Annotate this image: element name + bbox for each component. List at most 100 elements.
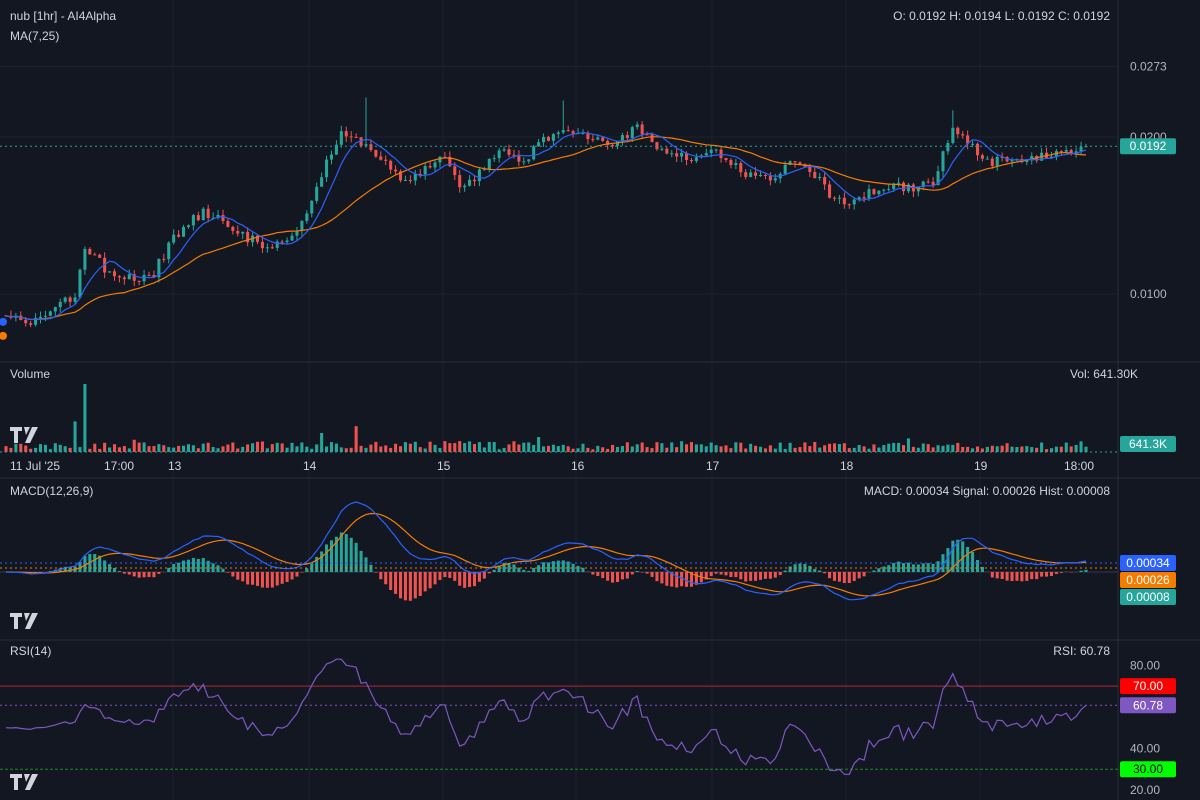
macd-hist-bar — [68, 566, 72, 572]
candle-body — [93, 254, 97, 256]
candle-body — [265, 247, 269, 249]
candle-body — [147, 274, 151, 276]
macd-hist-bar — [1054, 572, 1058, 574]
volume-bar — [275, 442, 279, 452]
candle-body — [793, 161, 797, 163]
volume-bar — [418, 447, 422, 452]
volume-bar — [448, 443, 452, 452]
volume-bar — [280, 443, 284, 452]
macd-hist-bar — [463, 572, 467, 588]
macd-hist-bar — [507, 563, 511, 572]
candle-body — [1025, 160, 1029, 162]
candle-body — [635, 124, 639, 128]
candle-body — [453, 166, 457, 176]
macd-hist-bar — [758, 572, 763, 580]
candle-body — [689, 160, 694, 162]
macd-hist-bar — [956, 539, 960, 572]
candle-body — [980, 155, 984, 159]
macd-hist-bar — [971, 551, 975, 572]
volume-bar — [591, 449, 595, 452]
hist-badge: 0.00008 — [1126, 590, 1170, 604]
candle-body — [512, 154, 516, 156]
volume-bar — [93, 443, 97, 452]
macd-signal-line — [6, 512, 1087, 597]
volume-bar — [157, 444, 161, 452]
volume-bar — [492, 442, 496, 452]
hist-badge-bg — [1120, 589, 1176, 605]
candle-body — [310, 200, 314, 214]
volume-bar — [497, 449, 501, 452]
macd-hist-bar — [137, 572, 141, 578]
candle-body — [413, 173, 417, 181]
macd-hist-bar — [842, 572, 846, 584]
volume-bar — [887, 443, 891, 452]
macd-hist-bar — [551, 561, 555, 572]
macd-hist-bar — [334, 536, 338, 572]
candle-body — [364, 144, 368, 146]
macd-hist-bar — [48, 570, 52, 572]
candle-body — [497, 150, 501, 159]
macd-hist-bar — [650, 572, 654, 577]
volume-bar — [477, 442, 481, 452]
volume-bar — [53, 443, 57, 452]
volume-bar — [413, 441, 417, 452]
volume-bar — [152, 446, 156, 452]
volume-bar — [694, 444, 698, 452]
candle-body — [758, 175, 763, 177]
candle-body — [788, 161, 792, 165]
volume-bar — [58, 444, 62, 452]
volume-bar — [423, 448, 427, 452]
candle-body — [828, 184, 832, 198]
macd-hist-bar — [916, 564, 920, 572]
candle-body — [1049, 156, 1054, 159]
volume-bar — [339, 447, 343, 452]
candle-body — [1010, 159, 1014, 162]
volume-bar — [9, 447, 13, 452]
volume-bar — [374, 441, 378, 452]
volume-bar — [1035, 447, 1039, 452]
macd-hist-bar — [315, 556, 319, 572]
candle-body — [349, 136, 353, 138]
volume-bar — [1054, 446, 1058, 452]
candle-body — [315, 186, 319, 201]
macd-hist-bar — [482, 572, 486, 579]
candle-body — [798, 162, 802, 165]
volume-bar — [892, 442, 896, 452]
candle-body — [182, 226, 186, 237]
volume-bar — [921, 443, 925, 452]
macd-hist-bar — [177, 562, 181, 572]
macd-hist-bar — [615, 572, 620, 583]
macd-hist-bar — [828, 572, 832, 579]
macd-hist-bar — [117, 571, 121, 572]
macd-hist-bar — [1020, 572, 1024, 582]
macd-hist-bar — [773, 572, 777, 578]
price-badge-bg — [1120, 138, 1176, 155]
volume-bar — [847, 448, 851, 452]
volume-bar — [685, 444, 689, 452]
candle-body — [916, 186, 920, 192]
volume-bar — [285, 447, 289, 452]
macd-hist-bar — [606, 572, 610, 581]
candle-body — [773, 178, 777, 181]
macd-hist-bar — [255, 572, 260, 586]
volume-bar — [408, 443, 412, 452]
macd-hist-bar — [354, 542, 358, 572]
macd-hist-bar — [477, 572, 481, 582]
macd-hist-bar — [601, 572, 605, 579]
macd-hist-bar — [295, 572, 299, 577]
volume-bar — [754, 445, 758, 452]
macd-hist-bar — [275, 572, 279, 586]
volume-bar — [709, 442, 713, 452]
volume-bar — [34, 447, 38, 452]
candle-body — [260, 241, 264, 249]
volume-bar — [837, 443, 841, 452]
candle-body — [34, 318, 38, 325]
macd-hist-bar — [394, 572, 398, 594]
candle-body — [492, 158, 496, 160]
volume-bar — [1059, 446, 1063, 452]
volume-bar — [828, 443, 832, 452]
ma7-line — [5, 131, 1087, 321]
candle-body — [606, 140, 610, 145]
ma25-line — [5, 136, 1087, 321]
